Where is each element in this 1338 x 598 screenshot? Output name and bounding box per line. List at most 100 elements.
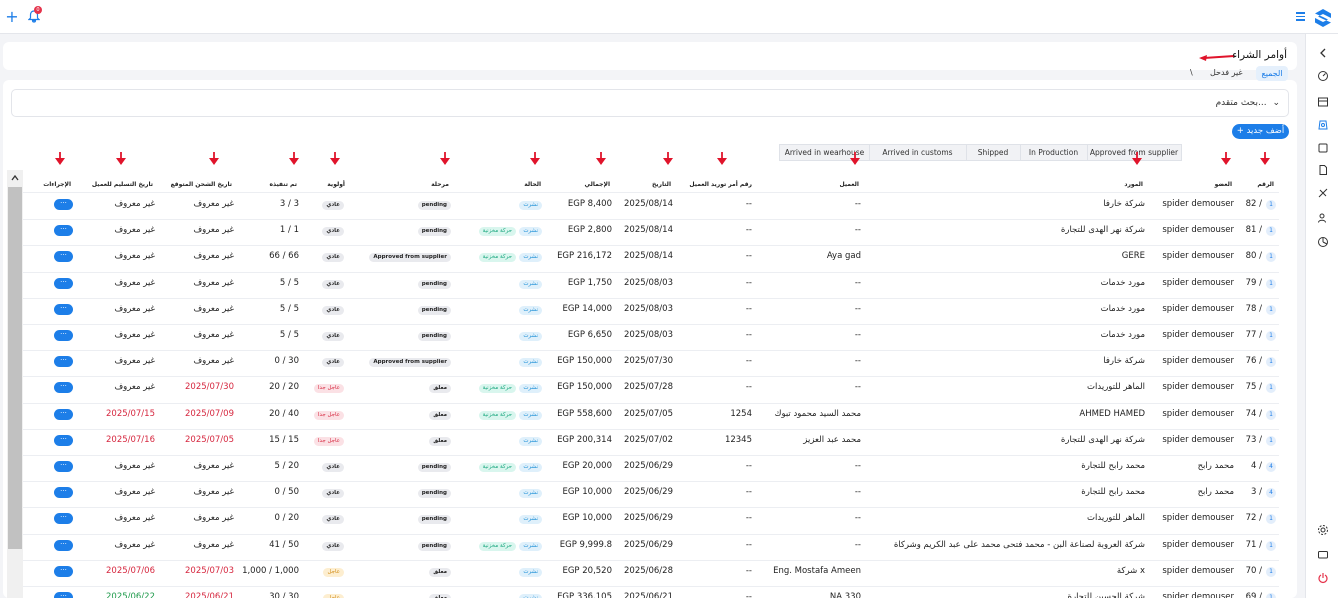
row-actions-button[interactable]: ··· <box>54 487 73 499</box>
row-total: EGP 150,000 <box>557 356 612 367</box>
priority-badge: عاجل <box>323 567 344 577</box>
row-number[interactable]: 81 / <box>1245 225 1262 236</box>
row-actions-button[interactable]: ··· <box>54 382 73 394</box>
screen-icon[interactable] <box>1317 549 1329 561</box>
tools-icon[interactable] <box>1317 187 1329 199</box>
row-supplier: شركة نهر الهدى للتجارة <box>1060 434 1145 445</box>
tab-all[interactable]: الجميع <box>1256 66 1288 81</box>
stage-chip-shipped[interactable]: Shipped <box>965 144 1021 161</box>
purchases-icon[interactable] <box>1317 119 1329 131</box>
row-number[interactable]: 77 / <box>1245 330 1262 340</box>
documents-icon[interactable] <box>1317 164 1329 176</box>
row-actions-button[interactable]: ··· <box>54 356 73 368</box>
row-member: spider demouser <box>1162 565 1234 576</box>
row-actions-button[interactable]: ··· <box>54 277 73 289</box>
row-index-badge: 1 <box>1266 226 1276 237</box>
row-expected-ship: غير معروف <box>193 225 234 236</box>
row-client-delivery: غير معروف <box>114 382 155 393</box>
row-number[interactable]: 74 / <box>1245 408 1262 419</box>
row-expected-ship: غير معروف <box>193 539 234 550</box>
add-icon[interactable]: + <box>5 7 19 26</box>
priority-badge: عادي <box>322 463 344 472</box>
row-actions-button[interactable]: ··· <box>54 461 73 472</box>
row-number[interactable]: 71 / <box>1245 539 1262 550</box>
scrollbar-thumb[interactable] <box>8 187 22 549</box>
row-actions-button[interactable]: ··· <box>54 199 73 210</box>
row-number[interactable]: 72 / <box>1245 513 1262 524</box>
row-number[interactable]: 79 / <box>1245 277 1262 288</box>
row-number[interactable]: 4 / <box>1251 461 1262 471</box>
status-badge-published: نشرت <box>519 201 542 210</box>
row-expected-ship: 2025/06/21 <box>185 592 234 598</box>
row-number[interactable]: 76 / <box>1245 356 1262 367</box>
row-number[interactable]: 3 / <box>1251 487 1262 498</box>
header-client-supply-order: رقم أمر توريد العميل <box>689 181 752 188</box>
priority-badge: عادي <box>322 541 344 551</box>
row-number[interactable]: 78 / <box>1245 303 1262 314</box>
row-expected-ship: 2025/07/05 <box>185 434 234 445</box>
settings-gear-icon[interactable] <box>1317 524 1329 536</box>
row-client-delivery: 2025/07/16 <box>106 434 155 445</box>
users-icon[interactable] <box>1317 212 1329 224</box>
row-client-order: -- <box>745 225 752 236</box>
advanced-search-label[interactable]: بحث متقدم... ⌄ <box>1215 98 1280 108</box>
status-badge-published: نشرت <box>519 436 542 446</box>
app-logo-icon <box>1314 8 1332 28</box>
row-actions-button[interactable]: ··· <box>54 303 73 315</box>
row-number[interactable]: 70 / <box>1245 565 1262 576</box>
row-actions-button[interactable]: ··· <box>54 539 73 551</box>
chevron-down-icon: ⌄ <box>1272 98 1280 108</box>
row-date: 2025/06/29 <box>624 461 673 471</box>
row-divider <box>23 350 1279 352</box>
row-index-badge: 1 <box>1266 514 1276 525</box>
notifications-bell-icon[interactable]: 0 <box>27 6 42 24</box>
row-date: 2025/08/03 <box>624 330 673 340</box>
scroll-up-icon[interactable] <box>10 173 20 183</box>
reports-icon[interactable] <box>1317 236 1329 248</box>
row-index-badge: 4 <box>1266 462 1276 472</box>
row-client-order: -- <box>745 461 752 471</box>
collapse-chevron-icon[interactable] <box>1317 47 1329 59</box>
dashboard-icon[interactable] <box>1317 70 1329 82</box>
add-new-button[interactable]: + أضف جديد <box>1232 124 1289 139</box>
row-number[interactable]: 69 / <box>1245 592 1262 598</box>
stage-chip-production[interactable]: In Production <box>1019 144 1088 161</box>
row-actions-button[interactable]: ··· <box>54 225 73 237</box>
row-client-delivery: غير معروف <box>114 303 155 314</box>
annotation-arrow-icon <box>209 152 219 165</box>
row-actions-button[interactable]: ··· <box>54 513 73 525</box>
row-member: spider demouser <box>1162 225 1234 236</box>
row-number[interactable]: 80 / <box>1245 251 1262 262</box>
row-actions-button[interactable]: ··· <box>54 565 73 577</box>
row-actions-button[interactable]: ··· <box>54 408 73 420</box>
row-index-badge: 1 <box>1266 540 1276 551</box>
warehouse-icon[interactable] <box>1317 96 1329 108</box>
vertical-scrollbar[interactable] <box>7 170 23 598</box>
row-number[interactable]: 73 / <box>1245 434 1262 445</box>
stage-badge: معلق <box>429 594 451 598</box>
row-supplier: مورد خدمات <box>1100 303 1145 314</box>
sales-icon[interactable] <box>1317 142 1329 154</box>
status-badge-published: نشرت <box>519 279 542 289</box>
row-actions-button[interactable]: ··· <box>54 592 73 598</box>
row-divider <box>23 586 1279 587</box>
row-index-badge: 1 <box>1266 593 1276 598</box>
menu-icon[interactable] <box>1296 12 1305 21</box>
row-client-delivery: غير معروف <box>114 199 155 209</box>
tab-unpaid[interactable]: غير فدحل <box>1210 68 1243 77</box>
row-number[interactable]: 82 / <box>1245 199 1262 209</box>
advanced-search-bar[interactable]: بحث متقدم... ⌄ <box>11 89 1289 117</box>
row-expected-ship: 2025/07/30 <box>185 382 234 393</box>
stage-chip-customs[interactable]: Arrived in customs <box>868 144 967 161</box>
row-actions-button[interactable]: ··· <box>54 434 73 446</box>
annotation-arrow-icon <box>1199 55 1235 61</box>
power-icon[interactable] <box>1317 572 1329 584</box>
row-expected-ship: غير معروف <box>193 487 234 498</box>
row-actions-button[interactable]: ··· <box>54 251 73 263</box>
row-client-order: -- <box>745 356 752 367</box>
annotation-arrow-icon <box>850 152 860 165</box>
row-actions-button[interactable]: ··· <box>54 330 73 341</box>
row-number[interactable]: 75 / <box>1245 382 1262 393</box>
row-client-delivery: غير معروف <box>114 513 155 524</box>
stage-chip-warehouse[interactable]: Arrived in wearhouse <box>779 144 870 161</box>
